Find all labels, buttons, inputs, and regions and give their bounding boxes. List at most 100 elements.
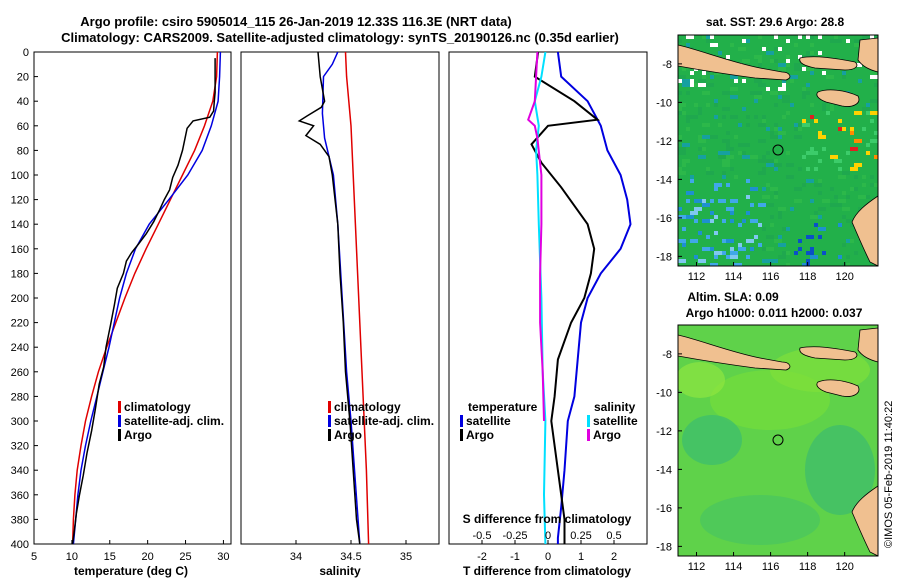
sst-cell xyxy=(702,219,710,223)
sst-cell xyxy=(718,199,726,203)
sst-cell xyxy=(754,79,762,83)
sla-field-low xyxy=(700,495,820,545)
sst-cell xyxy=(774,163,782,167)
sst-cell xyxy=(814,183,818,187)
sst-map-ticks: 112 114 116 118 120 -8 -10 -12 -14 -16 -18 xyxy=(656,59,854,283)
sst-cell xyxy=(706,39,710,43)
sst-cell xyxy=(758,91,762,95)
salinity-xlabel: salinity xyxy=(319,564,361,578)
sst-cell xyxy=(802,95,806,99)
sst-cell xyxy=(726,147,734,151)
map-y-tick-label: -14 xyxy=(656,464,672,476)
map-x-tick-label: 112 xyxy=(688,561,706,573)
sla-land-java-bali xyxy=(678,334,791,371)
depth-tick-label: 340 xyxy=(11,465,29,477)
secondary-x-tick-label: -0.25 xyxy=(502,530,527,542)
sst-cell xyxy=(742,59,750,63)
depth-tick-label: 320 xyxy=(11,441,29,453)
sst-cell xyxy=(794,127,798,131)
x-tick-label: -2 xyxy=(477,551,487,563)
sst-cell xyxy=(794,43,798,47)
sst-cell xyxy=(862,107,870,111)
sst-cell xyxy=(758,35,762,39)
depth-tick-label: 180 xyxy=(11,268,29,280)
sst-cell xyxy=(810,115,814,119)
sst-cell xyxy=(782,227,786,231)
sst-cell xyxy=(766,159,770,163)
sst-cell xyxy=(850,167,858,171)
sst-cell xyxy=(782,207,786,211)
sst-cell xyxy=(830,103,834,107)
sst-cell xyxy=(838,119,842,123)
sst-cell xyxy=(822,103,826,107)
sst-cell xyxy=(786,55,790,59)
sst-cell xyxy=(786,63,790,67)
sst-cell xyxy=(802,91,810,95)
sst-cell xyxy=(870,139,878,143)
sst-cell xyxy=(710,75,714,79)
sst-cell xyxy=(766,163,774,167)
depth-tick-label: 60 xyxy=(17,121,29,133)
sst-cell xyxy=(766,183,770,187)
depth-tick-label: 380 xyxy=(11,514,29,526)
sst-cell xyxy=(714,103,718,107)
salinity-legend: climatology satellite-adj. clim. Argo xyxy=(328,400,434,442)
series-line-s-argo xyxy=(527,52,545,422)
sst-cell xyxy=(766,127,770,131)
sst-cell xyxy=(698,107,702,111)
series-line-satellite-adj-clim- xyxy=(321,52,361,544)
sst-cell xyxy=(678,207,682,211)
sst-cell xyxy=(698,231,702,235)
sst-cell xyxy=(826,111,830,115)
sla-map-ticks: 112 114 116 118 120 -8 -10 -12 -14 -16 -18 xyxy=(656,349,854,573)
sst-cell xyxy=(774,47,778,51)
sst-cell xyxy=(810,251,814,255)
sst-cell xyxy=(794,251,798,255)
sst-cell xyxy=(722,107,730,111)
sst-cell xyxy=(698,139,706,143)
sst-cell xyxy=(758,159,762,163)
sst-cell xyxy=(678,39,682,43)
legend-swatch-s-argo xyxy=(587,429,590,441)
sst-cell xyxy=(806,167,810,171)
sst-cell xyxy=(690,239,698,243)
figure-title-line1: Argo profile: csiro 5905014_115 26-Jan-2… xyxy=(80,14,511,29)
depth-tick-label: 240 xyxy=(11,342,29,354)
legend-swatch-satellite xyxy=(328,415,331,427)
sst-argo-marker xyxy=(772,144,784,156)
sst-cell xyxy=(854,63,862,67)
sst-cell xyxy=(702,123,710,127)
legend-title-temperature: temperature xyxy=(468,400,538,414)
sst-cell xyxy=(698,155,706,159)
sst-cell xyxy=(746,195,750,199)
legend-label-s-satellite: satellite xyxy=(593,414,638,428)
sst-cell xyxy=(734,263,742,266)
secondary-x-tick-label: 0.5 xyxy=(606,530,621,542)
sst-cell xyxy=(754,235,758,239)
sst-cell xyxy=(778,255,786,259)
sst-cell xyxy=(718,155,726,159)
difference-series xyxy=(527,52,632,544)
sst-cell xyxy=(770,91,778,95)
map-y-tick-label: -16 xyxy=(656,503,672,515)
sst-cell xyxy=(838,203,842,207)
sst-cell xyxy=(714,255,718,259)
legend-swatch-argo xyxy=(328,429,331,441)
sla-map-title-line2: Argo h1000: 0.011 h2000: 0.037 xyxy=(686,306,863,320)
sst-cell xyxy=(706,71,710,75)
depth-tick-label: 280 xyxy=(11,391,29,403)
map-y-tick-label: -8 xyxy=(662,349,672,361)
sst-cell xyxy=(810,71,814,75)
legend-label-argo: Argo xyxy=(334,428,362,442)
sst-cell xyxy=(782,95,790,99)
salinity-xticks: 34 34.5 35 xyxy=(290,540,412,563)
sst-cell xyxy=(754,95,762,99)
sst-cell xyxy=(770,51,774,55)
sst-cell xyxy=(786,263,790,266)
sst-cell xyxy=(762,259,770,263)
sst-cell xyxy=(730,199,738,203)
sst-cell xyxy=(818,207,826,211)
sst-cell xyxy=(866,111,870,115)
imos-timestamp: ©IMOS 05-Feb-2019 11:40:22 xyxy=(883,401,895,548)
sst-cell xyxy=(738,123,742,127)
